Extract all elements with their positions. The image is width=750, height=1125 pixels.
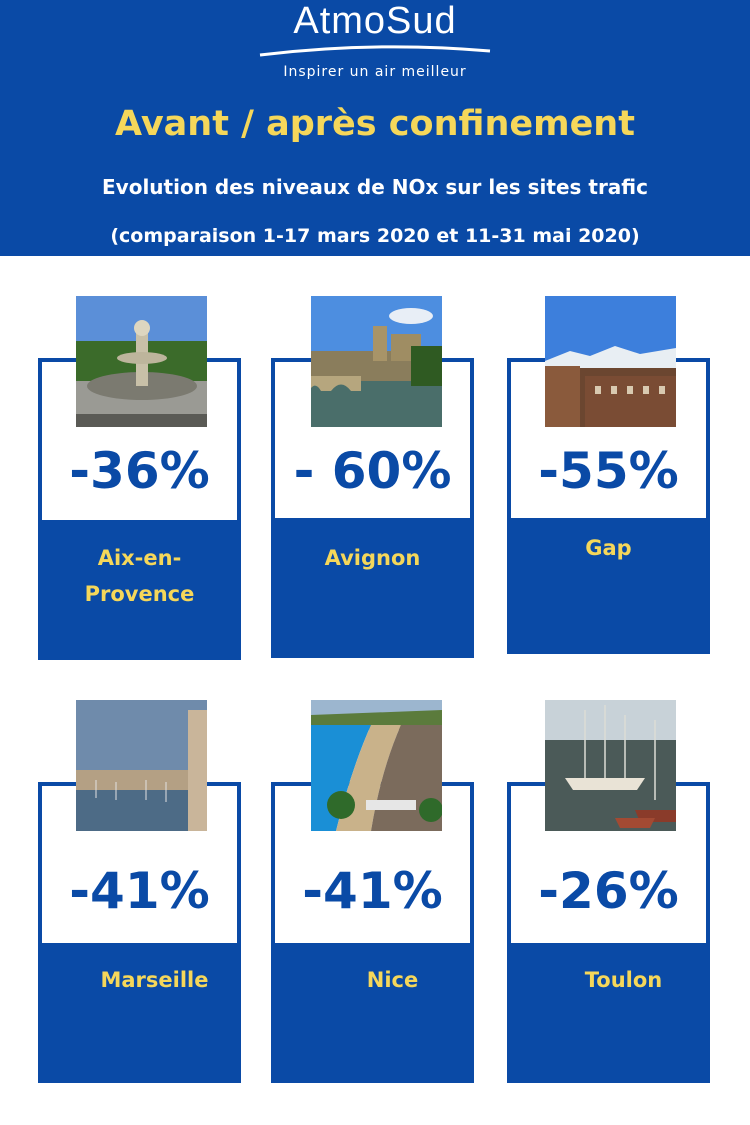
header-banner: AtmoSud Inspirer un air meilleur Avant /… <box>0 0 750 256</box>
city-name: Gap <box>585 536 632 560</box>
harbor-photo <box>76 700 207 831</box>
fountain-photo <box>76 296 207 427</box>
page-subtitle: Evolution des niveaux de NOx sur les sit… <box>102 175 648 199</box>
brand-tagline: Inspirer un air meilleur <box>283 64 467 80</box>
city-name: Aix-en- Provence <box>84 546 195 606</box>
nox-change-value: -41% <box>302 862 443 920</box>
nox-change-value: -55% <box>538 442 679 500</box>
nox-change-value: - 60% <box>293 442 452 500</box>
city-card-avignon: - 60% Avignon <box>271 296 476 662</box>
brand-logo: AtmoSud <box>293 0 457 42</box>
nox-change-value: -26% <box>538 862 679 920</box>
city-name: Avignon <box>324 546 421 570</box>
city-card-nice: -41% Nice <box>271 700 476 1084</box>
city-card-aix: -36% Aix-en- Provence <box>38 296 243 662</box>
bridge-photo <box>311 296 442 427</box>
nox-change-value: -36% <box>69 442 210 500</box>
nox-change-value: -41% <box>69 862 210 920</box>
city-name: Nice <box>366 968 419 992</box>
city-card-gap: -55% Gap <box>507 296 712 658</box>
page-title: Avant / après confinement <box>115 104 635 144</box>
logo-swoosh-icon <box>259 45 491 57</box>
city-name: Marseille <box>100 968 209 992</box>
mountain-town-photo <box>545 296 676 427</box>
city-card-marseille: -41% Marseille <box>38 700 243 1084</box>
city-card-toulon: -26% Toulon <box>507 700 712 1084</box>
city-name: Toulon <box>584 968 663 992</box>
marina-photo <box>545 700 676 831</box>
comparison-period: (comparaison 1-17 mars 2020 et 11-31 mai… <box>110 225 640 247</box>
beach-photo <box>311 700 442 831</box>
